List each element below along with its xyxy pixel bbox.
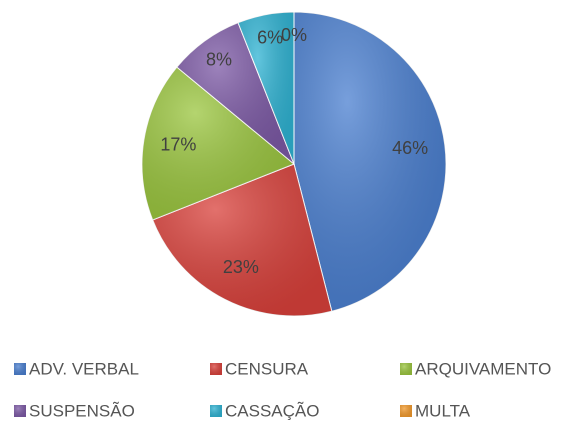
data-label: 6% <box>257 27 283 47</box>
legend-swatch-shade <box>14 363 26 375</box>
legend-swatch-shade <box>210 405 222 417</box>
legend-label: ADV. VERBAL <box>29 359 139 378</box>
data-label: 17% <box>160 134 196 154</box>
data-label: 46% <box>392 138 428 158</box>
legend-label: CENSURA <box>225 359 309 378</box>
legend-label: SUSPENSÃO <box>29 401 135 420</box>
legend-label: ARQUIVAMENTO <box>415 359 551 378</box>
data-label: 23% <box>223 257 259 277</box>
legend-label: MULTA <box>415 401 471 420</box>
legend-swatch-shade <box>14 405 26 417</box>
legend-label: CASSAÇÃO <box>225 401 319 420</box>
legend-swatch-shade <box>210 363 222 375</box>
legend-swatch-shade <box>400 405 412 417</box>
data-label: 8% <box>206 49 232 69</box>
data-label: 0% <box>281 25 307 45</box>
legend-swatch-shade <box>400 363 412 375</box>
